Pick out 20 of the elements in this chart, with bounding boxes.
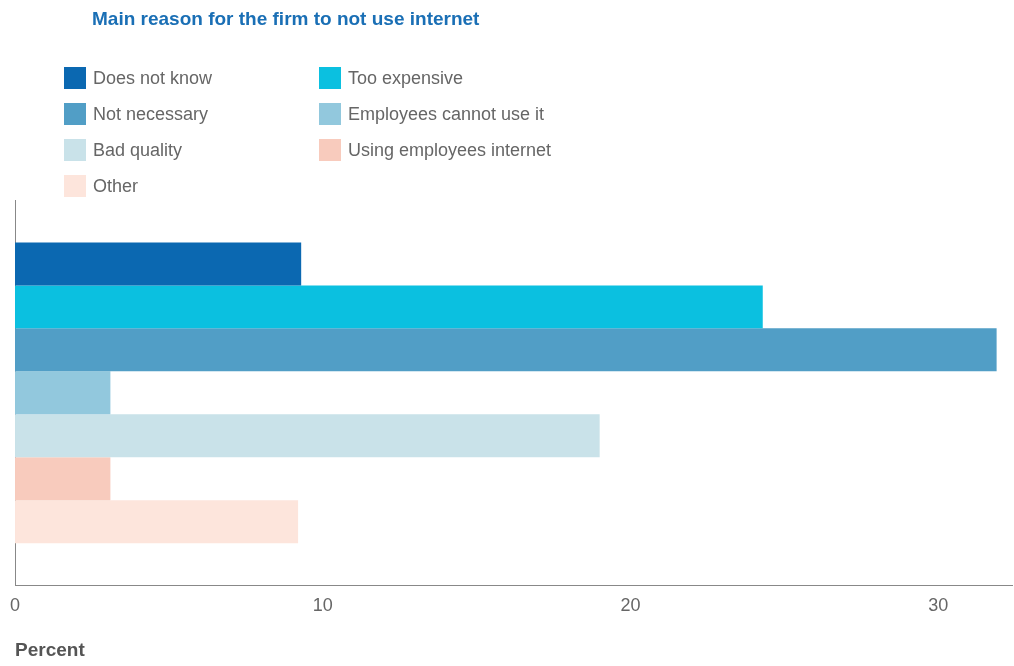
legend-label: Bad quality xyxy=(93,139,183,161)
legend-label: Not necessary xyxy=(93,103,209,125)
x-tick-label: 30 xyxy=(928,595,949,616)
bar xyxy=(15,242,302,286)
legend-label: Does not know xyxy=(93,67,213,89)
x-axis-title: Percent xyxy=(15,638,86,660)
x-tick-label: 20 xyxy=(620,595,641,616)
chart-title: Main reason for the firm to not use internet xyxy=(92,8,480,30)
bar xyxy=(15,328,997,372)
bar xyxy=(15,500,299,544)
legend-label: Other xyxy=(93,175,139,197)
bar xyxy=(15,371,111,415)
x-tick-label: 0 xyxy=(10,595,21,616)
legend-label: Using employees internet xyxy=(348,139,552,161)
bar xyxy=(15,414,600,458)
bar xyxy=(15,285,763,329)
legend-label: Employees cannot use it xyxy=(348,103,545,125)
bar xyxy=(15,457,111,501)
legend-label: Too expensive xyxy=(348,67,464,89)
x-tick-label: 10 xyxy=(312,595,333,616)
